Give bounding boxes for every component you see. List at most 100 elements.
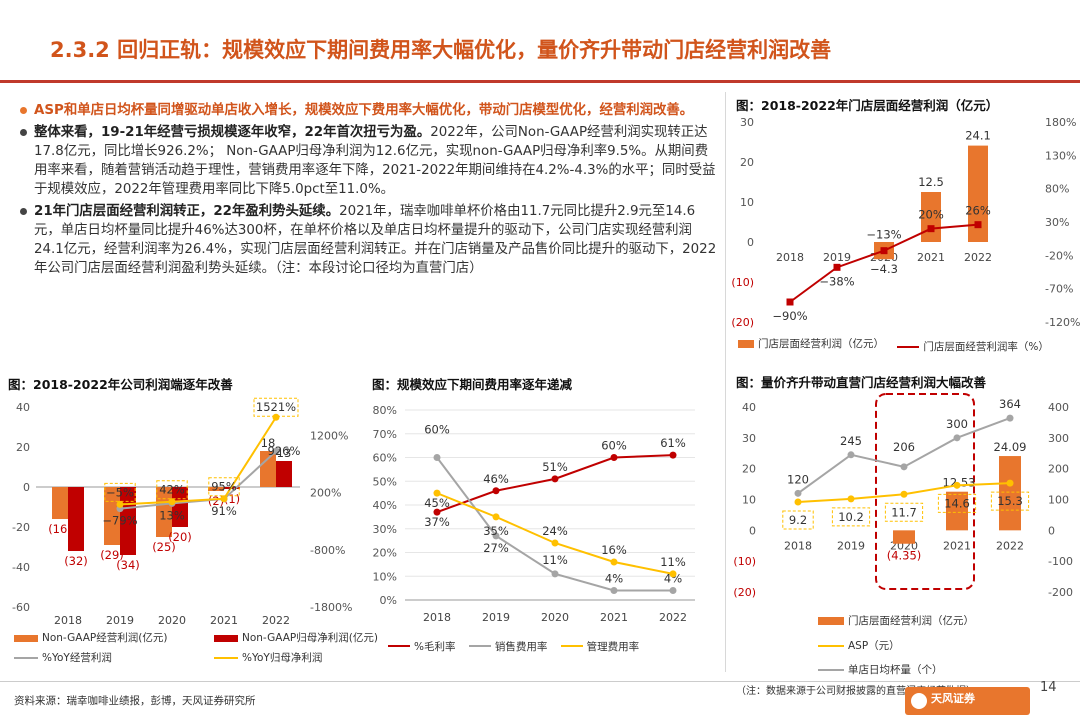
point-asp <box>953 481 961 489</box>
point-label: 60% <box>424 423 450 437</box>
y-right-tick: 200 <box>1048 463 1069 476</box>
point-line-admin-ratio <box>610 558 618 566</box>
y-left-tick: (10) <box>731 276 754 289</box>
point-label: 300 <box>946 417 968 431</box>
price-volume-chart: 403020100(10)(20)4003002001000-100-20020… <box>733 393 1073 599</box>
title-divider <box>0 80 1080 83</box>
data-note: （注：数据来源于公司财报披露的直营门店经营数据） <box>736 686 976 697</box>
point-line-selling-ratio <box>433 454 441 461</box>
point-label: 4% <box>605 572 623 586</box>
point-label: 61% <box>660 436 686 450</box>
y-right-tick: 80% <box>1045 183 1069 196</box>
y-left-tick: 0 <box>23 481 30 494</box>
legend-item: Non-GAAP归母净利润(亿元) <box>214 630 378 647</box>
point-daily-cups <box>794 489 802 497</box>
line-yoy-net <box>119 416 277 506</box>
page-number: 14 <box>1040 680 1057 695</box>
point-yoy <box>272 447 280 455</box>
point-daily-cups <box>1006 414 1014 422</box>
point-label: 11% <box>542 553 568 567</box>
legend-item: %YoY经营利润 <box>14 650 204 667</box>
bullet-3-lead: 21年门店层面经营利润转正，22年盈利势头延续。 <box>34 204 340 219</box>
legend-swatch <box>214 635 238 642</box>
point-yoy <box>272 413 280 421</box>
y-tick: 50% <box>373 475 397 488</box>
point-line-selling-ratio <box>492 532 500 540</box>
x-tick: 2021 <box>943 539 971 552</box>
y-tick: 30% <box>373 523 397 536</box>
y-tick: 60% <box>373 452 397 465</box>
x-tick: 2019 <box>823 251 851 264</box>
point-label: 14.6 <box>944 496 970 510</box>
legend-swatch <box>14 657 38 659</box>
point-profit-margin <box>833 263 841 271</box>
bar-nongaap-net <box>276 461 292 487</box>
y-right-tick: -200 <box>1048 586 1073 599</box>
y-right-tick: -1800% <box>310 601 352 614</box>
company-profit-chart-title: 图：2018-2022年公司利润端逐年改善 <box>8 377 233 392</box>
y-left-tick: 40 <box>16 401 30 414</box>
bar-label: 12.5 <box>918 175 944 189</box>
point-line-selling-ratio <box>551 570 559 578</box>
x-tick: 2019 <box>837 539 865 552</box>
y-left-tick: 40 <box>742 401 756 414</box>
bullet-2-lead: 整体来看，19-21年经营亏损规模逐年收窄，22年首次扭亏为盈。 <box>34 125 431 140</box>
bar-label: 24.09 <box>994 440 1027 454</box>
bullet-list: ASP和单店日均杯量同增驱动单店收入增长，规模效应下费用率大幅优化，带动门店模型… <box>18 101 718 281</box>
legend-item: ASP（元） <box>818 635 900 657</box>
bar-label: (4.35) <box>887 549 922 563</box>
logo-mark-icon <box>911 693 927 709</box>
y-tick: 80% <box>373 404 397 417</box>
x-tick: 2018 <box>54 614 82 627</box>
bullet-dot-icon <box>20 208 27 215</box>
point-label: 20% <box>918 208 944 222</box>
y-right-tick: -100 <box>1048 555 1073 568</box>
point-label-box <box>104 482 136 502</box>
y-left-tick: 20 <box>740 156 754 169</box>
legend-swatch <box>560 645 583 647</box>
y-tick: 0% <box>380 594 397 607</box>
point-label: −79% <box>102 514 137 528</box>
legend-label: %毛利率 <box>414 640 456 653</box>
point-label: −38% <box>819 274 854 288</box>
y-right-tick: 0 <box>1048 524 1055 537</box>
line-daily-cups <box>797 417 1011 495</box>
legend-label: 管理费用率 <box>586 640 640 653</box>
y-right-tick: 400 <box>1048 401 1069 414</box>
point-yoy <box>168 498 176 506</box>
legend-label: 单店日均杯量（个） <box>848 664 943 676</box>
bar-nongaap-op <box>260 451 276 487</box>
company-profit-legend: Non-GAAP经营利润(亿元) Non-GAAP归母净利润(亿元) %YoY经营… <box>14 630 378 667</box>
y-tick: 20% <box>373 547 397 560</box>
bullet-1: ASP和单店日均杯量同增驱动单店收入增长，规模效应下费用率大幅优化，带动门店模型… <box>18 101 718 120</box>
legend-item: %毛利率 <box>388 639 455 654</box>
point-daily-cups <box>900 463 908 471</box>
point-label-box <box>937 493 977 513</box>
legend-swatch <box>897 345 920 348</box>
legend-label: 门店层面经营利润（亿元） <box>848 615 974 627</box>
point-label-box <box>208 477 240 497</box>
point-asp <box>847 495 855 503</box>
point-line-gross-margin <box>492 487 500 495</box>
point-label: 45% <box>424 496 450 510</box>
y-right-tick: -20% <box>1045 249 1073 262</box>
point-label: 245 <box>840 434 862 448</box>
bullet-1-text: ASP和单店日均杯量同增驱动单店收入增长，规模效应下费用率大幅优化，带动门店模型… <box>34 103 694 118</box>
legend-swatch <box>14 635 38 642</box>
expense-ratio-chart: 80% 70% 60% 50% 40% 30% 20% 10% 0% 2018 2019 2020 20… <box>373 404 695 624</box>
point-line-gross-margin <box>669 451 677 459</box>
bar-label: (34) <box>116 558 140 572</box>
x-tick: 2018 <box>776 251 804 264</box>
bar-store-profit <box>999 456 1021 531</box>
point-profit-margin <box>786 298 794 306</box>
point-yoy <box>116 500 124 508</box>
legend-item: Non-GAAP经营利润(亿元) <box>14 630 204 647</box>
store-profit-legend: 门店层面经营利润（亿元） 门店层面经营利润率（%） <box>738 336 1059 354</box>
bar-store-profit <box>893 530 915 544</box>
point-asp <box>1006 479 1014 487</box>
point-line-admin-ratio <box>433 489 441 497</box>
legend-label: Non-GAAP归母净利润(亿元) <box>242 632 378 644</box>
point-line-admin-ratio <box>551 539 559 547</box>
bar-label: (25) <box>152 540 176 554</box>
legend-item: 门店层面经营利润（亿元） <box>738 336 884 351</box>
